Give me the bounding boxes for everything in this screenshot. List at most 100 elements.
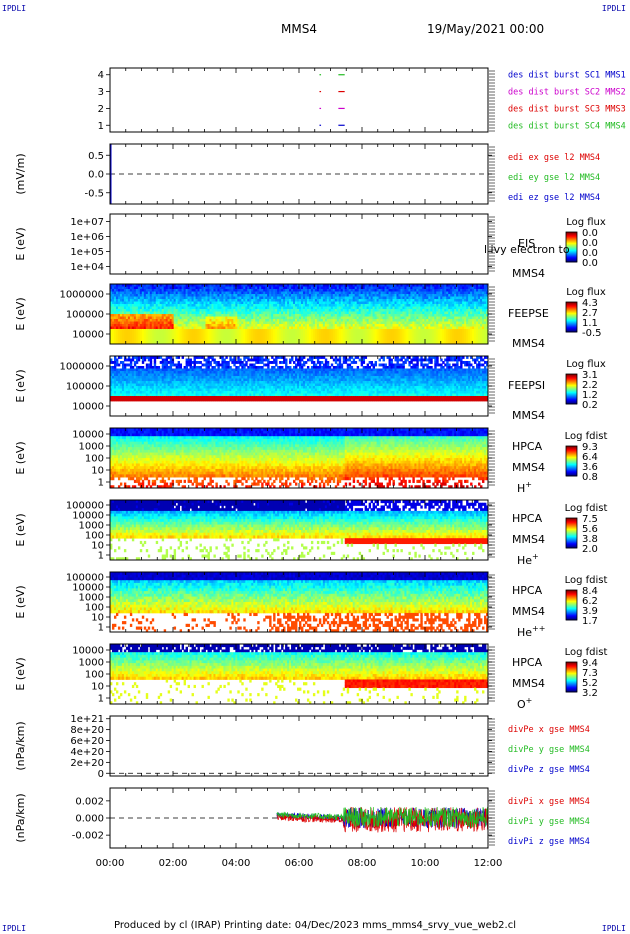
panel-feeps_e-cell: [149, 326, 153, 330]
panel-feeps_e-cell: [125, 284, 129, 287]
panel-feeps_e-cell: [143, 311, 147, 315]
panel-feeps_e-cell: [177, 291, 181, 295]
panel-feeps_e-cell: [215, 326, 218, 330]
panel-feeps_e-cell: [127, 341, 131, 345]
panel-feeps_e-cell: [131, 294, 135, 297]
panel-feeps_e-cell: [221, 284, 224, 287]
panel-feeps_e-cell: [131, 336, 135, 340]
panel-feeps_e-cell: [123, 334, 127, 337]
panel-feeps_e-cell: [243, 334, 246, 337]
panel-eis-colorbar-cell: [566, 259, 577, 261]
panel-feeps_e-cell: [263, 301, 266, 305]
panel-feeps_e-cell: [153, 326, 157, 330]
panel-feeps_e-cell: [163, 326, 167, 330]
panel-feeps_e-cell: [255, 341, 258, 345]
panel-feeps_e-cell: [145, 304, 149, 307]
panel-feeps_e-cell: [207, 311, 210, 315]
panel-feeps_e-cell: [201, 319, 204, 322]
panel-feeps_e-cell: [235, 286, 238, 290]
panel-feeps_e-cell: [263, 324, 266, 327]
panel-feeps_e-cell: [175, 301, 179, 305]
panel-feeps_e-cell: [241, 309, 244, 312]
panel-feeps_e-cell: [209, 321, 212, 325]
panel-feeps_e-cell: [149, 324, 153, 327]
panel-feeps_e-cell: [169, 339, 173, 342]
panel-feeps_e-cell: [205, 316, 208, 320]
panel-feeps_e-cell: [155, 329, 159, 332]
panel-feeps_e-cell: [165, 286, 169, 290]
panel-feeps_e-cell: [155, 316, 159, 320]
panel-feeps_e-cell: [161, 296, 165, 300]
panel-feeps_e-cell: [243, 314, 246, 317]
panel-feeps_e-cell: [267, 286, 270, 290]
panel-feeps_e-cell: [225, 284, 228, 287]
panel-feeps_e-cell: [133, 334, 137, 337]
panel-feeps_e-cell: [261, 296, 264, 300]
panel-feeps_e-cell: [189, 294, 192, 297]
panel-feeps_e-cell: [149, 294, 153, 297]
panel-feeps_e-cell: [257, 331, 260, 335]
panel-feeps_e-cell: [151, 339, 155, 342]
panel-feeps_e-cell: [193, 334, 196, 337]
panel-feeps_e-cell: [251, 326, 254, 330]
panel-feeps_e-cell: [213, 336, 216, 340]
panel-feeps_e-cell: [191, 331, 194, 335]
panel-feeps_e-cell: [237, 321, 240, 325]
panel-feeps_e-cell: [141, 314, 145, 317]
panel-feeps_e-cell: [145, 306, 149, 310]
panel-feeps_e-cell: [233, 304, 236, 307]
panel-feeps_e-cell: [267, 316, 270, 320]
panel-feeps_e-cell: [187, 304, 190, 307]
panel-feeps_e-cell: [185, 289, 188, 292]
panel-feeps_e-cell: [267, 311, 270, 315]
panel-feeps_e-cell: [199, 329, 202, 332]
panel-feeps_e-cell: [223, 291, 226, 295]
panel-feeps_e-cell: [231, 304, 234, 307]
panel-feeps_e-cell: [213, 296, 216, 300]
panel-feeps_e-cell: [211, 291, 214, 295]
panel-feeps_e-cell: [201, 296, 204, 300]
panel-feeps_e-cell: [207, 336, 210, 340]
panel-feeps_e-cell: [217, 299, 220, 302]
panel-feeps_e-cell: [139, 291, 143, 295]
panel-feeps_e-cell: [231, 334, 234, 337]
panel-eis-instrument: EIS: [518, 237, 535, 250]
panel-feeps_e-cell: [241, 306, 244, 310]
panel-feeps_e-cell: [187, 306, 190, 310]
panel-feeps_e-cell: [117, 319, 121, 322]
panel-feeps_e-cell: [110, 286, 113, 290]
panel-feeps_e-cell: [241, 299, 244, 302]
panel-feeps_e-cell: [167, 331, 171, 335]
panel-feeps_e-cell: [219, 336, 222, 340]
panel-feeps_e-cell: [191, 291, 194, 295]
panel-feeps_e-cell: [217, 314, 220, 317]
panel-burst-ytick-label: 1: [98, 121, 104, 132]
panel-eis-colorbar-cell: [566, 243, 577, 245]
panel-feeps_e-cell: [133, 294, 137, 297]
panel-feeps_e-cell: [209, 296, 212, 300]
panel-feeps_e-cell: [139, 319, 143, 322]
panel-feeps_e-cell: [167, 289, 171, 292]
panel-feeps_e-cell: [199, 284, 202, 287]
panel-feeps_e-cell: [113, 341, 117, 345]
panel-feeps_e-cell: [147, 304, 151, 307]
panel-feeps_e-cell: [135, 314, 139, 317]
panel-feeps_e-cell: [173, 304, 177, 307]
panel-feeps_e-cell: [241, 284, 244, 287]
panel-feeps_e-cell: [259, 296, 262, 300]
panel-feeps_e-cell: [119, 294, 123, 297]
panel-feeps_e-cell: [177, 331, 181, 335]
panel-feeps_e-cell: [251, 329, 254, 332]
panel-feeps_e-cell: [237, 309, 240, 312]
panel-feeps_e-cell: [129, 296, 133, 300]
panel-feeps_e-cell: [245, 286, 248, 290]
panel-feeps_e-cell: [195, 289, 198, 292]
panel-feeps_e-cell: [111, 336, 115, 340]
panel-feeps_e-cell: [231, 291, 234, 295]
panel-feeps_e-cell: [259, 331, 262, 335]
panel-feeps_e-cell: [183, 319, 186, 322]
panel-feeps_e-cell: [125, 299, 129, 302]
panel-feeps_e-cell: [233, 324, 236, 327]
panel-feeps_e-cell: [251, 334, 254, 337]
panel-feeps_e-cell: [121, 311, 125, 315]
